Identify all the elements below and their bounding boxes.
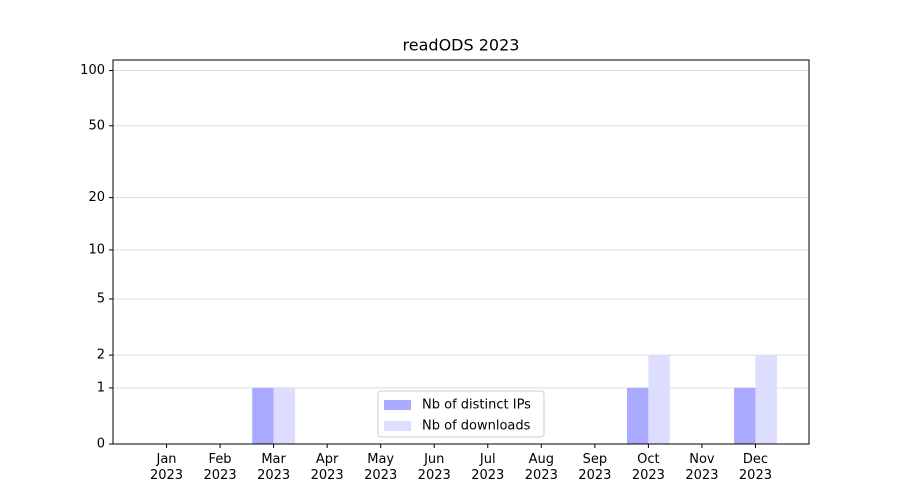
bar xyxy=(273,387,296,444)
y-tick-label: 1 xyxy=(97,380,105,395)
legend: Nb of distinct IPs Nb of downloads xyxy=(377,390,545,438)
y-tick-label: 5 xyxy=(97,291,105,306)
x-tick-label: Dec 2023 xyxy=(738,452,772,483)
plot-frame xyxy=(112,59,810,445)
x-tick-label: Jul 2023 xyxy=(471,452,505,483)
bar xyxy=(734,387,756,444)
x-tick-label: Jan 2023 xyxy=(149,452,184,483)
x-tick-label: Jun 2023 xyxy=(417,452,451,483)
bar xyxy=(648,355,670,444)
x-tick-label: May 2023 xyxy=(364,452,398,483)
x-tick-label: Mar 2023 xyxy=(257,452,291,483)
y-tick-label: 100 xyxy=(80,63,105,78)
bar xyxy=(252,387,274,444)
x-tick-label: Feb 2023 xyxy=(203,452,237,483)
x-tick-label: Aug 2023 xyxy=(524,452,558,483)
x-tick-label: Apr 2023 xyxy=(310,452,344,483)
legend-swatch xyxy=(384,400,411,410)
x-tick-label: Sep 2023 xyxy=(578,452,612,483)
x-tick-label: Nov 2023 xyxy=(685,452,719,483)
legend-box xyxy=(377,390,545,438)
y-tick-label: 50 xyxy=(88,118,105,133)
legend-label: Nb of distinct IPs xyxy=(422,398,531,413)
y-tick-label: 2 xyxy=(97,348,105,363)
chart-title: readODS 2023 xyxy=(403,36,520,55)
bar xyxy=(626,387,649,444)
legend-swatch xyxy=(384,421,411,431)
y-tick-label: 0 xyxy=(97,437,105,452)
y-tick-label: 20 xyxy=(88,190,105,205)
y-tick-label: 10 xyxy=(88,242,105,257)
legend-label: Nb of downloads xyxy=(422,419,531,434)
bar xyxy=(755,355,777,444)
x-tick-label: Oct 2023 xyxy=(631,452,665,483)
